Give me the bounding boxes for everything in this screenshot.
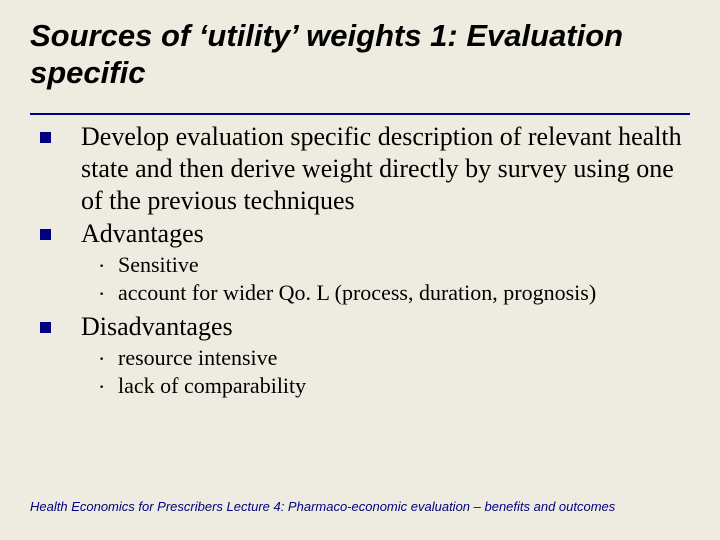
list-item: Advantages <box>34 218 690 250</box>
sub-list-item: · resource intensive <box>98 345 690 371</box>
list-item: Disadvantages <box>34 311 690 343</box>
list-item-text: Disadvantages <box>81 311 233 343</box>
list-item: Develop evaluation specific description … <box>34 121 690 216</box>
dot-bullet-icon: · <box>98 283 118 305</box>
dot-bullet-icon: · <box>98 348 118 370</box>
sub-list-item: · Sensitive <box>98 252 690 278</box>
title-underline <box>30 113 690 115</box>
sub-list-item-text: Sensitive <box>118 252 199 278</box>
slide: Sources of ‘utility’ weights 1: Evaluati… <box>0 0 720 540</box>
sub-list-item: · lack of comparability <box>98 373 690 399</box>
list-item-text: Develop evaluation specific description … <box>81 121 690 216</box>
square-bullet-icon <box>40 322 51 333</box>
square-bullet-icon <box>40 229 51 240</box>
square-bullet-icon <box>40 132 51 143</box>
sub-list-item-text: account for wider Qo. L (process, durati… <box>118 280 596 306</box>
sub-list-item: · account for wider Qo. L (process, dura… <box>98 280 690 306</box>
sub-list-item-text: resource intensive <box>118 345 277 371</box>
slide-footer: Health Economics for Prescribers Lecture… <box>30 499 690 514</box>
slide-title: Sources of ‘utility’ weights 1: Evaluati… <box>30 18 690 91</box>
sub-list-item-text: lack of comparability <box>118 373 306 399</box>
dot-bullet-icon: · <box>98 376 118 398</box>
dot-bullet-icon: · <box>98 255 118 277</box>
slide-body: Develop evaluation specific description … <box>34 121 690 399</box>
list-item-text: Advantages <box>81 218 204 250</box>
